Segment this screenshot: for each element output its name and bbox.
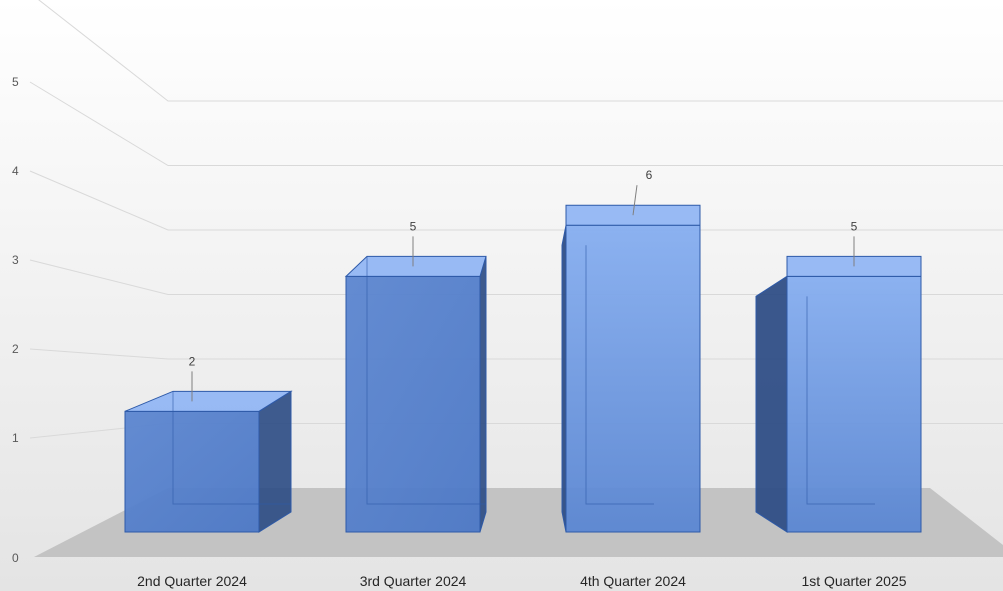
bar-side-face: [755, 275, 788, 533]
gridline: [29, 170, 1003, 231]
data-label: 5: [851, 219, 858, 233]
bars: [124, 204, 922, 533]
bar: [755, 255, 922, 533]
gridline: [29, 259, 1003, 295]
gridlines: [29, 0, 1003, 439]
data-label: 6: [646, 168, 653, 182]
data-label: 5: [410, 219, 417, 233]
y-tick-label: 4: [12, 164, 19, 178]
bar-side-face: [561, 225, 567, 533]
y-axis-ticks: 0123456: [12, 75, 19, 565]
bar-front-face: [786, 275, 922, 533]
bar: [344, 255, 487, 533]
bar-front-face: [124, 410, 260, 533]
data-labels: 2 5 6 5: [189, 168, 858, 402]
x-category-label: 1st Quarter 2025: [801, 573, 906, 589]
x-category-label: 2nd Quarter 2024: [137, 573, 247, 589]
gridline: [29, 81, 1003, 166]
bar-inner-edge: [172, 391, 291, 505]
bar-inner-edge: [585, 245, 654, 505]
bar-top-face: [344, 255, 487, 277]
bar-side-face: [258, 390, 292, 533]
x-category-label: 3rd Quarter 2024: [360, 573, 467, 589]
y-tick-label: 0: [12, 551, 19, 565]
gridline: [29, 348, 1003, 360]
y-tick-label: 3: [12, 253, 19, 267]
bar-front-face: [565, 224, 701, 533]
bar: [561, 204, 701, 533]
bar-front-face: [345, 275, 481, 533]
y-tick-label: 1: [12, 431, 19, 445]
x-axis-categories: 2nd Quarter 2024 3rd Quarter 2024 4th Quar…: [137, 573, 907, 589]
y-tick-label: 5: [12, 75, 19, 89]
y-tick-label: 2: [12, 342, 19, 356]
gridline: [38, 0, 1003, 102]
bar-inner-edge: [366, 256, 486, 505]
x-category-label: 4th Quarter 2024: [580, 573, 686, 589]
data-label-leader: [632, 185, 638, 216]
bar-top-face: [124, 390, 293, 412]
bar-inner-edge: [806, 296, 875, 505]
bar-side-face: [479, 256, 487, 533]
data-label: 2: [189, 354, 196, 368]
bar: [124, 390, 293, 533]
